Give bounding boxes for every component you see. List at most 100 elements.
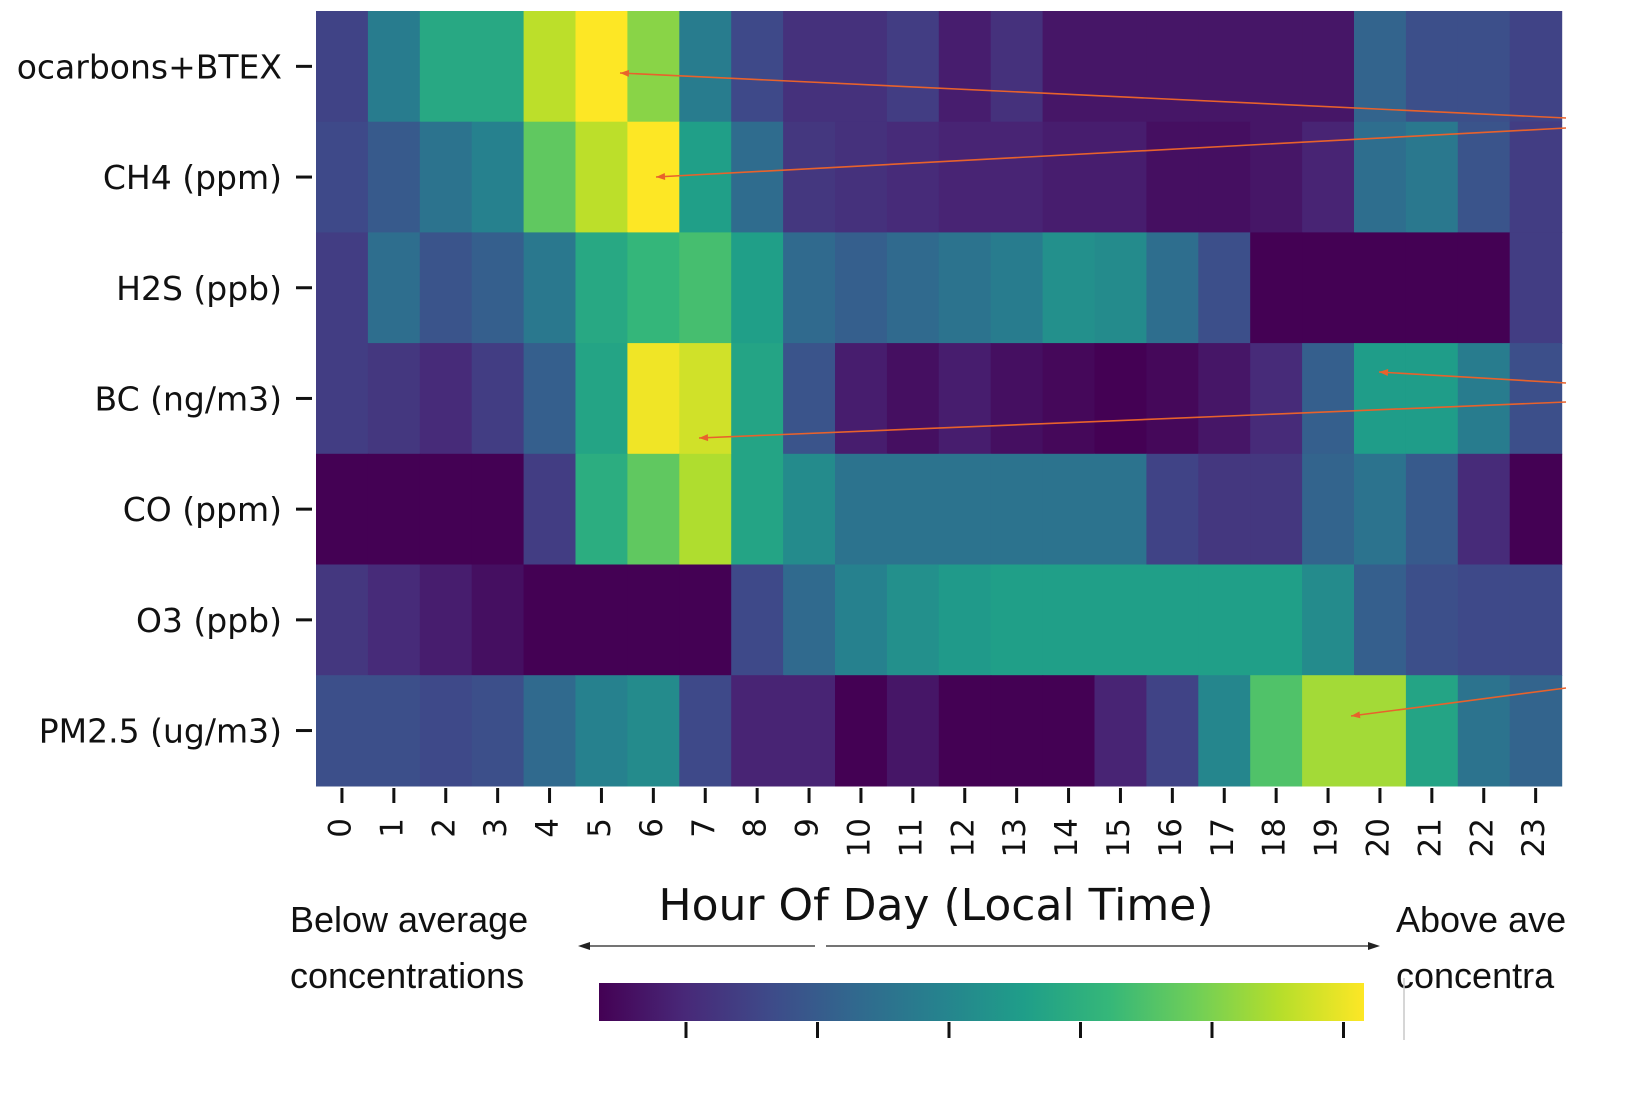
heatmap-cell: [731, 232, 784, 344]
heatmap-cell: [1146, 232, 1199, 344]
above-average-line2: concentra: [1396, 955, 1555, 996]
x-tick-label: 2: [426, 818, 462, 838]
heatmap-cell: [1405, 343, 1459, 455]
heatmap-cell: [1302, 232, 1355, 344]
x-tick-label: 19: [1309, 818, 1345, 857]
heatmap-cell: [1146, 675, 1199, 787]
heatmap-cell: [1198, 675, 1251, 787]
heatmap-cell: [1457, 564, 1511, 676]
x-axis-label: Hour Of Day (Local Time): [659, 880, 1214, 931]
heatmap-cell: [1457, 232, 1511, 344]
heatmap-cell: [1405, 675, 1459, 787]
heatmap-cell: [627, 453, 680, 566]
heatmap-cell: [627, 343, 680, 455]
heatmap-cell: [1094, 564, 1147, 676]
heatmap-cell: [938, 232, 992, 344]
heatmap-cell: [1042, 453, 1096, 566]
heatmap-cell: [835, 675, 888, 787]
heatmap-cell: [731, 11, 784, 123]
heatmap-cell: [316, 675, 369, 787]
heatmap-cell: [1457, 675, 1511, 787]
heatmap-cell: [523, 564, 577, 676]
heatmap-cell: [731, 343, 784, 455]
heatmap-cell: [1198, 11, 1251, 123]
x-tick-label: 10: [841, 818, 877, 857]
heatmap-cell: [1094, 675, 1147, 787]
x-tick-label: 12: [945, 818, 981, 857]
heatmap-cell: [575, 121, 628, 233]
heatmap-cell: [783, 343, 836, 455]
x-tick-label: 11: [893, 818, 929, 857]
below-average-line1: Below average: [290, 899, 528, 940]
heatmap-cell: [938, 453, 992, 566]
heatmap-cells: [316, 11, 1563, 787]
x-tick-label: 0: [322, 818, 358, 838]
heatmap-cell: [1509, 564, 1563, 676]
heatmap-cell: [1250, 343, 1303, 455]
x-tick-label: 20: [1360, 818, 1396, 857]
heatmap-cell: [1094, 453, 1147, 566]
heatmap-cell: [575, 343, 628, 455]
heatmap-cell: [1042, 121, 1096, 233]
heatmap-cell: [1042, 343, 1096, 455]
annotation-arrow: [698, 401, 1567, 439]
annotation-arrow: [619, 72, 1567, 119]
x-tick-label: 7: [686, 818, 722, 838]
heatmap-cell: [1094, 232, 1147, 344]
heatmap-cell: [835, 343, 888, 455]
heatmap-cell: [783, 11, 836, 123]
heatmap-cell: [419, 675, 473, 787]
colorbar-ticks: [684, 1022, 1345, 1038]
heatmap-cell: [316, 343, 369, 455]
heatmap-cell: [1457, 121, 1511, 233]
heatmap-cell: [938, 121, 992, 233]
x-tick-label: 21: [1412, 818, 1448, 857]
row-label: CO (ppm): [123, 490, 282, 529]
heatmap-cell: [783, 121, 836, 233]
heatmap-cell: [419, 564, 473, 676]
heatmap-cell: [835, 121, 888, 233]
heatmap-cell: [1042, 564, 1096, 676]
heatmap-cell: [523, 11, 577, 123]
heatmap-cell: [471, 11, 525, 123]
heatmap-cell: [886, 11, 940, 123]
x-tick-label: 4: [530, 818, 566, 838]
heatmap-cell: [627, 564, 680, 676]
heatmap-cell: [835, 453, 888, 566]
heatmap-cell: [1198, 564, 1251, 676]
heatmap-cell: [679, 675, 732, 787]
heatmap-cell: [1405, 453, 1459, 566]
annotation-arrow-head: [699, 434, 709, 442]
heatmap-cell: [835, 564, 888, 676]
x-tick-label: 1: [374, 818, 410, 838]
heatmap-cell: [367, 675, 421, 787]
below-average-line2: concentrations: [290, 955, 524, 996]
x-tick-label: 14: [1049, 818, 1085, 857]
heatmap-cell: [1354, 564, 1407, 676]
row-label: ocarbons+BTEX: [17, 47, 282, 86]
heatmap-cell: [575, 675, 628, 787]
heatmap-cell: [886, 121, 940, 233]
heatmap-cell: [1457, 11, 1511, 123]
heatmap-cell: [990, 675, 1044, 787]
heatmap-cell: [627, 121, 680, 233]
colorbar: [599, 983, 1364, 1021]
annotation-arrow: [1350, 687, 1567, 717]
heatmap-cell: [1509, 453, 1563, 566]
heatmap-cell: [523, 453, 577, 566]
heatmap-cell: [1146, 343, 1199, 455]
heatmap-cell: [575, 232, 628, 344]
heatmap-cell: [471, 675, 525, 787]
heatmap-cell: [938, 343, 992, 455]
heatmap-cell: [1509, 343, 1563, 455]
heatmap-cell: [627, 232, 680, 344]
heatmap-cell: [1198, 232, 1251, 344]
heatmap-cell: [1405, 11, 1459, 123]
x-tick-label: 17: [1205, 818, 1241, 857]
above-average-label: Above ave concentra: [1396, 899, 1566, 996]
annotation-arrow-head: [656, 173, 666, 181]
heatmap-cell: [471, 564, 525, 676]
heatmap-cell: [1250, 232, 1303, 344]
heatmap-cell: [679, 232, 732, 344]
x-tick-label: 3: [478, 818, 514, 838]
